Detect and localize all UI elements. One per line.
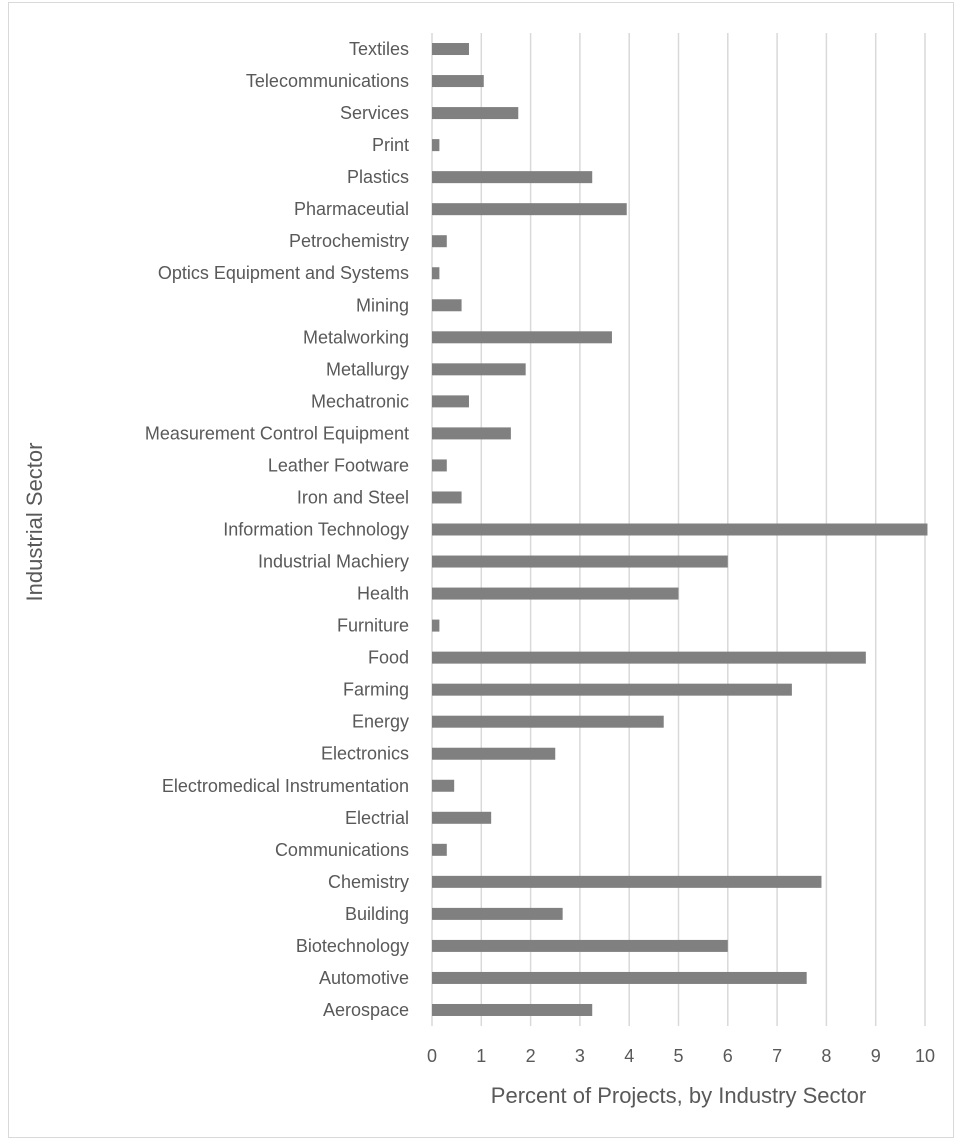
bar-farming [432, 683, 792, 696]
category-label: Food [368, 648, 409, 668]
bar-mechatronic [432, 395, 469, 408]
bar-building [432, 907, 563, 920]
category-label: Plastics [347, 167, 409, 187]
x-tick-label: 7 [772, 1046, 782, 1066]
bar-petrochemistry [432, 235, 447, 248]
bar-print [432, 139, 440, 152]
category-label: Pharmaceutial [294, 199, 409, 219]
category-labels: Aerospace Automotive Biotechnology Building… [145, 39, 409, 1020]
bar-telecommunications [432, 75, 484, 88]
category-label: Industrial Machiery [258, 552, 409, 572]
bars [432, 43, 928, 1016]
category-label: Optics Equipment and Systems [158, 263, 409, 283]
category-label: Telecommunications [246, 71, 409, 91]
category-label: Metalworking [303, 327, 409, 347]
bar-iron-and-steel [432, 491, 462, 504]
category-label: Print [372, 135, 409, 155]
x-tick-label: 9 [871, 1046, 881, 1066]
category-label: Building [345, 904, 409, 924]
bar-furniture [432, 619, 440, 632]
category-label: Mechatronic [311, 391, 409, 411]
bar-chemistry [432, 875, 822, 888]
x-tick-label: 5 [673, 1046, 683, 1066]
bar-electrial [432, 811, 492, 824]
category-label: Information Technology [223, 520, 409, 540]
bar-textiles [432, 43, 469, 56]
category-label: Services [340, 103, 409, 123]
x-tick-labels: 0 1 2 3 4 5 6 7 8 9 10 [427, 1046, 935, 1066]
category-label: Chemistry [328, 872, 409, 892]
category-label: Energy [352, 712, 409, 732]
bar-pharmaceutial [432, 203, 627, 216]
category-label: Measurement Control Equipment [145, 423, 409, 443]
x-tick-label: 0 [427, 1046, 437, 1066]
category-label: Health [357, 584, 409, 604]
category-label: Communications [275, 840, 409, 860]
category-label: Petrochemistry [289, 231, 409, 251]
x-tick-label: 10 [915, 1046, 935, 1066]
bar-measurement-control-equipment [432, 427, 511, 440]
x-tick-label: 2 [526, 1046, 536, 1066]
category-label: Aerospace [323, 1000, 409, 1020]
category-label: Iron and Steel [297, 487, 409, 507]
category-label: Electrial [345, 808, 409, 828]
bar-health [432, 587, 679, 600]
bar-optics-equipment-and-systems [432, 267, 440, 280]
bar-communications [432, 843, 447, 856]
bar-electronics [432, 747, 556, 760]
x-tick-label: 4 [624, 1046, 634, 1066]
bar-metalworking [432, 331, 612, 344]
category-label: Textiles [349, 39, 409, 59]
bar-electromedical-instrumentation [432, 779, 455, 792]
bar-industrial-machiery [432, 555, 728, 568]
bar-plastics [432, 171, 593, 184]
category-label: Automotive [319, 968, 409, 988]
category-label: Farming [343, 680, 409, 700]
bar-aerospace [432, 1003, 593, 1016]
bar-leather-footware [432, 459, 447, 472]
category-label: Electronics [321, 744, 409, 764]
x-tick-label: 6 [723, 1046, 733, 1066]
category-label: Mining [356, 295, 409, 315]
bar-automotive [432, 971, 807, 984]
category-label: Furniture [337, 616, 409, 636]
bar-food [432, 651, 866, 664]
bar-information-technology [432, 523, 928, 536]
category-label: Metallurgy [326, 359, 409, 379]
bar-energy [432, 715, 664, 728]
category-label: Biotechnology [296, 936, 409, 956]
y-axis-title: Industrial Sector [22, 443, 47, 602]
bar-mining [432, 299, 462, 312]
x-tick-label: 3 [575, 1046, 585, 1066]
bar-biotechnology [432, 939, 728, 952]
x-tick-label: 8 [821, 1046, 831, 1066]
bar-services [432, 107, 519, 120]
x-axis-title: Percent of Projects, by Industry Sector [491, 1083, 866, 1108]
x-tick-label: 1 [476, 1046, 486, 1066]
category-label: Electromedical Instrumentation [162, 776, 409, 796]
bar-metallurgy [432, 363, 526, 376]
category-label: Leather Footware [268, 455, 409, 475]
